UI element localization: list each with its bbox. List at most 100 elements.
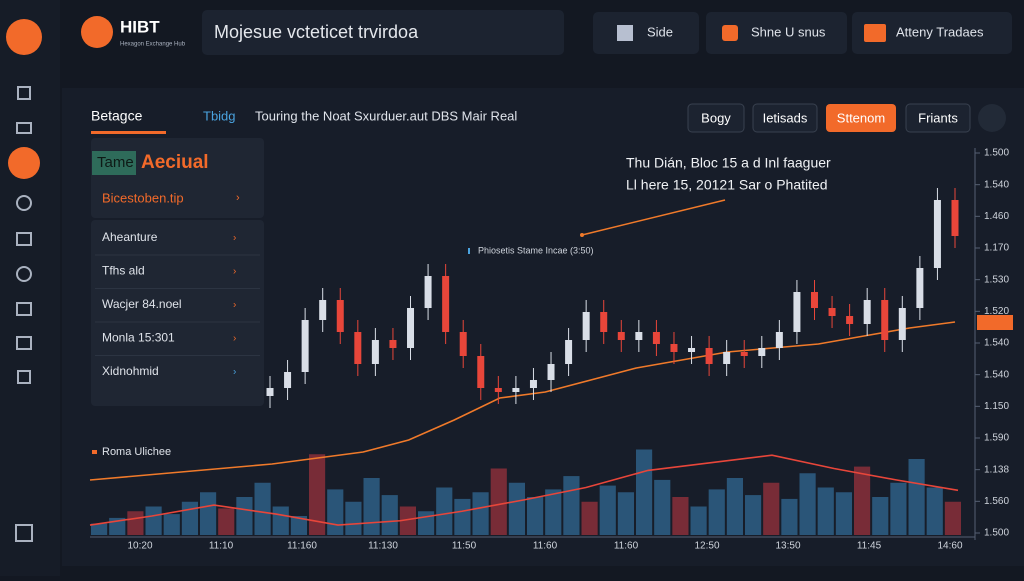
y-tick-label: 1.170 [984, 243, 1009, 254]
list-item[interactable]: Tfhs ald [102, 264, 145, 278]
volume-bar [926, 487, 943, 535]
candle-body [389, 340, 397, 348]
button-icon [722, 25, 738, 41]
x-tick-label: 12:50 [694, 541, 719, 552]
nav-icon[interactable] [16, 266, 32, 282]
nav-icon[interactable] [16, 336, 32, 350]
search-box[interactable] [202, 10, 564, 55]
y-tick-label: 1.150 [984, 401, 1009, 412]
list-item[interactable]: Monla 15:301 [102, 331, 175, 345]
chevron: › [233, 333, 236, 344]
badge [92, 151, 136, 175]
volume-bar [472, 492, 489, 535]
action-text: Bogy [701, 110, 731, 125]
badge-text: Tame [97, 154, 134, 171]
candle-body [898, 308, 906, 340]
nav-icon[interactable] [16, 122, 32, 134]
volume-bar [799, 473, 816, 535]
action-button[interactable] [752, 103, 818, 133]
list-panel [91, 220, 264, 406]
action-button[interactable] [905, 103, 971, 133]
x-tick-label: 11:60 [614, 541, 639, 552]
volume-bar [726, 478, 743, 535]
y-tick-label: 1.500 [984, 148, 1009, 159]
logo: HIBT [120, 17, 160, 36]
settings-icon[interactable] [978, 104, 1006, 132]
candle-body [266, 388, 274, 396]
x-tick-label: 11:130 [368, 541, 398, 552]
annotation-text: Thu Dián, Bloc 15 a d Inl faaguer [626, 155, 831, 171]
button[interactable] [706, 12, 847, 54]
panel-title: Aeciual [141, 152, 209, 173]
nav-icon[interactable] [15, 524, 33, 542]
chevron: › [233, 233, 236, 244]
x-tick-label: 11:10 [209, 541, 234, 552]
volume-bar [763, 482, 780, 535]
volume-bar [708, 489, 725, 535]
marker-label: Phiosetis Stame Incae (3:50) [478, 245, 594, 255]
tab[interactable]: Tbidg [203, 108, 236, 123]
candle-body [477, 356, 485, 388]
actions: Bogy Ietisads Sttenom Friants [687, 103, 971, 133]
list-item[interactable]: Aheanture [102, 230, 158, 244]
candle-body [916, 268, 924, 308]
y-tick-label: 1.530 [984, 274, 1009, 285]
nav-icon[interactable] [16, 195, 32, 211]
candle-body [670, 344, 678, 352]
x-tick-label: 13:50 [775, 541, 800, 552]
candle-body [529, 380, 537, 388]
candle-body [688, 348, 696, 352]
volume-bar [563, 476, 580, 535]
annotation-text: Ll here 15, 20121 Sar o Phatited [626, 177, 828, 193]
action-button[interactable] [826, 104, 896, 132]
tab[interactable]: Touring the Noat Sxurduer.aut DBS Mair R… [255, 108, 517, 123]
candle-body [582, 312, 590, 340]
candle-body [565, 340, 573, 364]
candle-body [547, 364, 555, 380]
button[interactable] [852, 12, 1012, 54]
y-tick-label: 1.590 [984, 433, 1009, 444]
list: Aheanture › Tfhs ald › Wacjer 84.noel › Monla … [95, 230, 260, 378]
tab-underline [91, 131, 166, 134]
nav-icon[interactable] [16, 232, 32, 246]
button-icon [617, 25, 633, 41]
annotation-line [581, 199, 726, 236]
y-tick-label: 1.540 [984, 338, 1009, 349]
volume-bar [872, 497, 889, 535]
volume-bar [436, 487, 453, 535]
x-tick-label: 11:160 [287, 541, 317, 552]
list-item[interactable]: Xidnohmid [102, 364, 159, 378]
candle-body [723, 352, 731, 364]
volume-bar [890, 482, 907, 535]
legend-swatch [92, 450, 97, 454]
panel-link[interactable]: Bicestoben.tip [102, 190, 184, 205]
action-text: Sttenom [837, 110, 885, 125]
candle-body [494, 388, 502, 392]
volume-bar [617, 492, 634, 535]
volume-bar [363, 478, 380, 535]
home-icon[interactable] [6, 19, 42, 55]
button[interactable] [593, 12, 699, 54]
candle-body [828, 308, 836, 316]
button-text: Side [647, 24, 673, 39]
volume-label: Roma Ulichee [102, 446, 171, 458]
action-button[interactable] [687, 103, 745, 133]
list-item[interactable]: Wacjer 84.noel [102, 297, 182, 311]
annotation-dot [580, 233, 584, 237]
search-text: Mojesue vcteticet trvirdoa [214, 22, 419, 42]
candle-body [424, 276, 432, 308]
nav-icon-active[interactable] [8, 147, 40, 179]
volume-bar [636, 449, 653, 535]
nav-icon[interactable] [16, 302, 32, 316]
chevron: › [233, 266, 236, 277]
nav-icon[interactable] [17, 86, 31, 100]
y-tick-label: 1.540 [984, 179, 1009, 190]
candle-body [846, 316, 854, 324]
nav-icon[interactable] [17, 370, 31, 384]
tab[interactable]: Betagce [91, 108, 143, 124]
volume-bar [581, 501, 598, 535]
volume-bar [599, 485, 616, 535]
volume-bar [290, 516, 307, 535]
volume-bar [345, 501, 362, 535]
